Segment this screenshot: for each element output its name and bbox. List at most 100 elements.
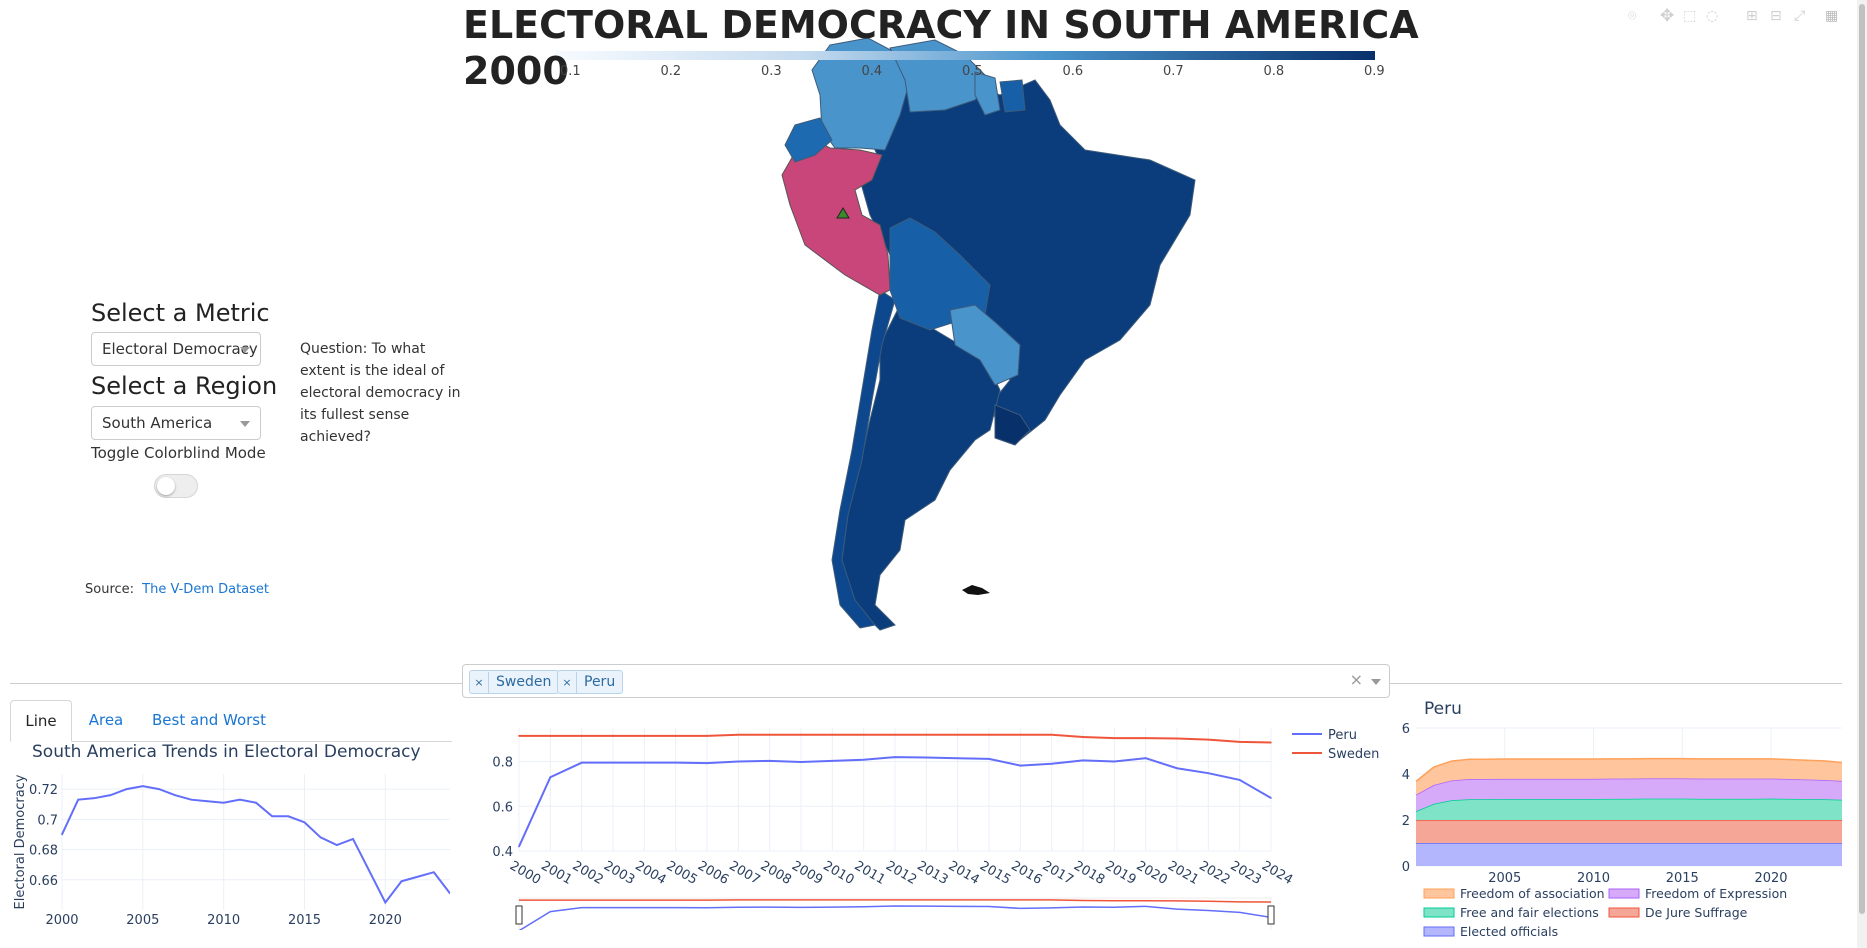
x-tick-label: 2003	[601, 858, 637, 888]
metric-question: Question: To what extent is the ideal of…	[300, 341, 461, 445]
legend-item: Peru	[1328, 728, 1357, 743]
area-freedom-of-expression	[1416, 778, 1842, 812]
data-point	[400, 880, 403, 883]
colorbar-tick-label: 0.4	[861, 64, 883, 79]
data-point	[433, 871, 435, 874]
data-point	[77, 798, 79, 801]
data-point	[319, 836, 322, 839]
camera-icon[interactable]: ⌾	[1628, 8, 1637, 24]
y-tick-label: 0.72	[29, 783, 58, 798]
data-point	[956, 757, 959, 759]
tab-area-label: Area	[88, 711, 124, 729]
y-tick-label: 0.68	[29, 844, 58, 859]
country-multiselect[interactable]: × Sweden × Peru ×	[462, 664, 1390, 698]
x-tick-label: 2015	[1666, 871, 1699, 886]
region-dropdown-value: South America	[102, 414, 213, 432]
legend-item: Sweden	[1328, 747, 1379, 762]
regional-trend-chart[interactable]: South America Trends in Electoral Democr…	[0, 738, 450, 938]
pan-icon[interactable]: ✥	[1660, 6, 1675, 26]
x-tick-label: 2005	[1488, 871, 1521, 886]
scrollbar-thumb[interactable]	[1859, 4, 1865, 914]
data-point	[1144, 757, 1147, 759]
data-point	[125, 788, 128, 790]
data-point	[1238, 779, 1241, 781]
data-point	[737, 733, 740, 736]
map-country-peru[interactable]	[781, 134, 891, 296]
data-point	[1019, 733, 1022, 736]
toggle-knob[interactable]	[157, 477, 175, 495]
scrollbar-track[interactable]	[1857, 0, 1867, 948]
tab-best-worst-label: Best and Worst	[152, 711, 266, 729]
colorbar-tick-label: 0.3	[761, 64, 782, 79]
colorblind-toggle[interactable]	[154, 474, 198, 498]
data-point	[831, 733, 834, 736]
x-tick-label: 2020	[1134, 858, 1170, 888]
data-point	[1082, 736, 1084, 738]
x-tick-label: 2004	[632, 858, 668, 888]
map-country-guyana[interactable]	[974, 71, 1001, 116]
metric-dropdown[interactable]: Electoral Democracy	[91, 332, 261, 366]
data-point	[1270, 741, 1272, 744]
map-country-paraguay[interactable]	[949, 304, 1021, 386]
data-point	[61, 833, 63, 836]
tab-best-worst[interactable]: Best and Worst	[148, 700, 270, 742]
data-point	[706, 735, 708, 737]
reset-view-icon[interactable]: ⤢	[1794, 8, 1806, 24]
map-country-uruguay[interactable]	[994, 404, 1031, 446]
lasso-select-icon[interactable]: ◌	[1706, 8, 1719, 24]
source-link[interactable]: The V-Dem Dataset	[142, 582, 270, 597]
x-tick-label: 2005	[126, 913, 159, 928]
data-point	[416, 875, 419, 878]
legend-item: Freedom of Expression	[1645, 886, 1787, 901]
tab-area[interactable]: Area	[80, 700, 132, 742]
source-prefix: Source:	[85, 582, 135, 597]
zoom-in-icon[interactable]: ⊞	[1746, 8, 1758, 24]
x-tick-label: 2015	[977, 858, 1013, 888]
map-country-ecuador[interactable]	[784, 117, 833, 163]
range-slider	[518, 897, 1272, 930]
chip-remove-icon[interactable]: ×	[558, 672, 577, 694]
region-dropdown[interactable]: South America	[91, 406, 261, 440]
chip-remove-icon[interactable]: ×	[470, 672, 489, 694]
x-tick-label: 2020	[1754, 871, 1787, 886]
data-point	[768, 760, 771, 762]
x-tick-label: 2020	[369, 913, 402, 928]
legend-swatch	[1608, 907, 1640, 918]
data-point	[239, 798, 241, 801]
range-slider-handle	[515, 905, 523, 925]
y-tick-label: 0.66	[29, 874, 58, 889]
data-point	[1050, 762, 1053, 765]
metric-dropdown-value: Electoral Democracy	[102, 340, 258, 358]
choropleth-map[interactable]	[0, 0, 1867, 655]
data-point	[643, 735, 646, 737]
chevron-down-icon	[240, 347, 250, 353]
map-figure[interactable]: ELECTORAL DEMOCRACY IN SOUTH AMERICA 200…	[0, 0, 1867, 655]
data-point	[674, 761, 677, 764]
x-tick-label: 2007	[726, 858, 762, 888]
data-point	[1270, 797, 1272, 799]
tab-line[interactable]: Line	[10, 700, 72, 742]
x-tick-label: 2015	[288, 913, 321, 928]
legend-swatch	[1423, 926, 1455, 937]
region-label: Select a Region	[91, 372, 278, 400]
component-area-chart[interactable]: Peru 0 2 4 6 2005 2010 2015 2020 Freedom of assoc…	[1392, 698, 1842, 938]
y-tick-label: 0.4	[492, 845, 513, 860]
clear-all-icon[interactable]: ×	[1349, 670, 1363, 689]
data-point	[206, 800, 209, 802]
box-select-icon[interactable]: ⬚	[1683, 8, 1697, 24]
data-point	[303, 821, 306, 824]
colorbar-tick-label: 0.2	[660, 64, 682, 79]
data-point	[1176, 737, 1178, 740]
map-country-chile[interactable]	[831, 289, 896, 629]
source-line: Source: The V-Dem Dataset	[85, 582, 269, 597]
data-point	[800, 733, 802, 736]
zoom-out-icon[interactable]: ⊟	[1770, 8, 1782, 24]
plotly-logo-icon[interactable]: ▦	[1825, 8, 1839, 24]
chip-sweden[interactable]: × Sweden	[469, 670, 560, 694]
country-comparison-chart[interactable]: 0.40.60.82000200120022003200420052006200…	[462, 720, 1402, 930]
chip-peru-label: Peru	[584, 674, 616, 690]
chip-peru[interactable]: × Peru	[557, 670, 624, 694]
map-title: ELECTORAL DEMOCRACY IN SOUTH AMERICA 200…	[463, 2, 1419, 94]
map-country-suriname[interactable]	[999, 79, 1026, 113]
chevron-down-icon[interactable]	[1371, 679, 1381, 685]
